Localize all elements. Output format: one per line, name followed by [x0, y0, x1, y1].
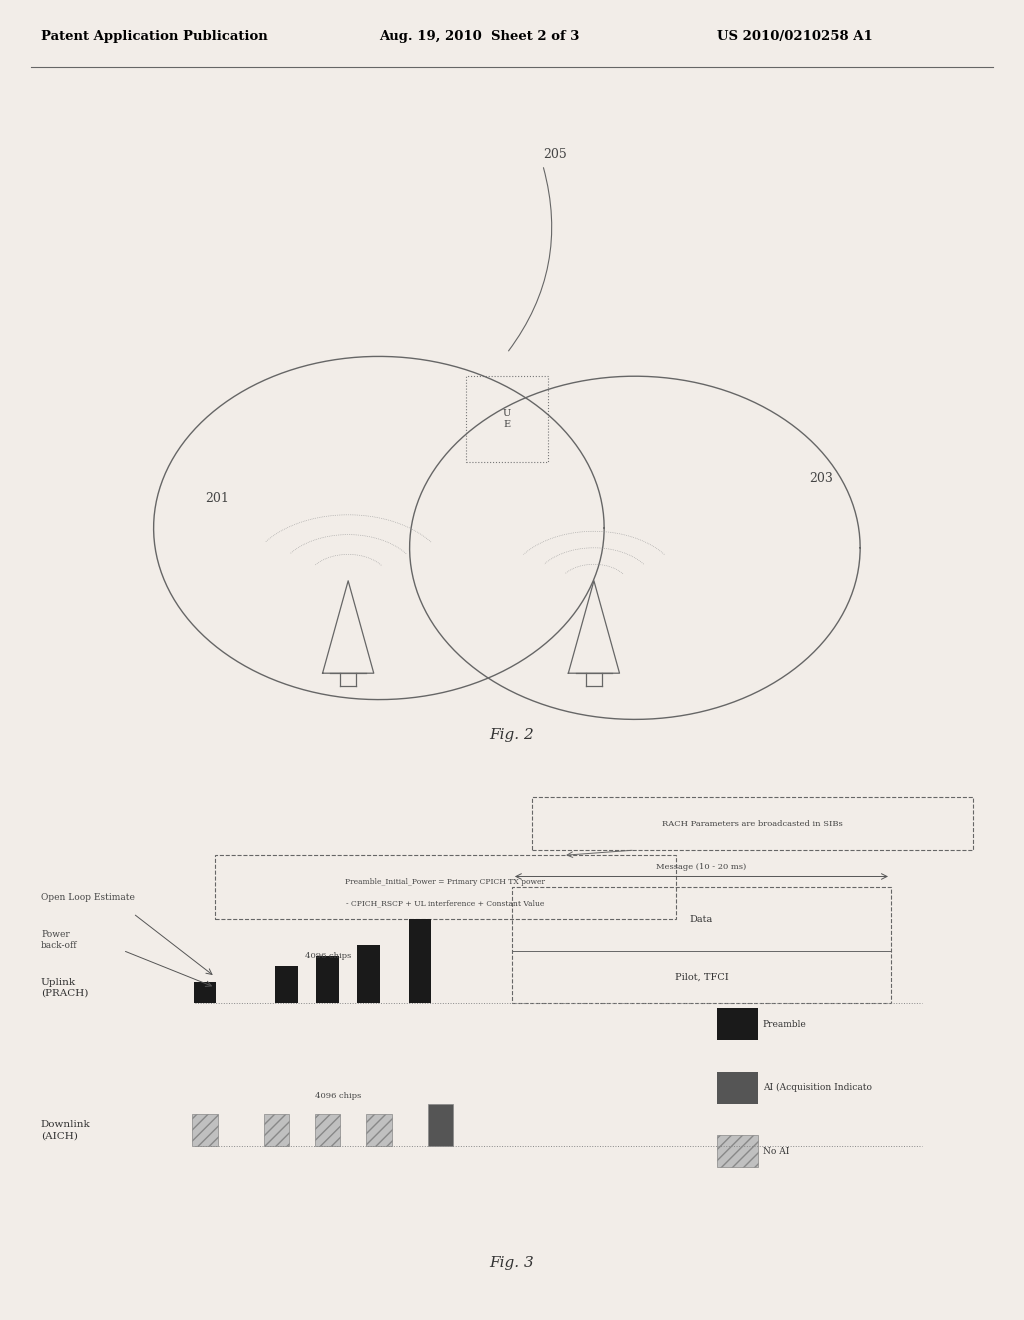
- Text: - CPICH_RSCP + UL interference + Constant Value: - CPICH_RSCP + UL interference + Constan…: [346, 899, 545, 907]
- Text: No AI: No AI: [763, 1147, 790, 1155]
- Text: RACH Parameters are broadcasted in SIBs: RACH Parameters are broadcasted in SIBs: [663, 820, 843, 828]
- Bar: [409, 919, 431, 1003]
- Text: 205: 205: [543, 148, 566, 161]
- Text: Uplink
(PRACH): Uplink (PRACH): [41, 978, 88, 998]
- Text: 4096 chips: 4096 chips: [304, 952, 351, 961]
- Bar: [428, 1104, 453, 1146]
- Text: 201: 201: [205, 491, 228, 504]
- Bar: [316, 956, 339, 1003]
- Bar: [532, 797, 973, 850]
- Bar: [193, 1114, 217, 1146]
- Bar: [367, 1114, 391, 1146]
- Bar: [275, 966, 298, 1003]
- Text: Preamble: Preamble: [763, 1020, 807, 1028]
- Text: Message (10 - 20 ms): Message (10 - 20 ms): [656, 863, 746, 871]
- Bar: [264, 1114, 290, 1146]
- Bar: [357, 945, 380, 1003]
- Bar: [194, 982, 216, 1003]
- Text: Power
back-off: Power back-off: [41, 931, 78, 949]
- Text: Aug. 19, 2010  Sheet 2 of 3: Aug. 19, 2010 Sheet 2 of 3: [379, 30, 580, 42]
- Text: 4096 chips: 4096 chips: [314, 1092, 361, 1101]
- Bar: [215, 855, 676, 919]
- Text: Fig. 2: Fig. 2: [489, 729, 535, 742]
- Text: U
E: U E: [503, 409, 511, 429]
- Text: 203: 203: [809, 471, 833, 484]
- Text: Preamble_Initial_Power = Primary CPICH TX power: Preamble_Initial_Power = Primary CPICH T…: [345, 878, 546, 886]
- Bar: [512, 887, 891, 1003]
- Text: Data: Data: [690, 915, 713, 924]
- Bar: [315, 1114, 340, 1146]
- Text: Pilot, TFCI: Pilot, TFCI: [675, 973, 728, 982]
- Text: Fig. 3: Fig. 3: [489, 1257, 535, 1270]
- Bar: [717, 1008, 758, 1040]
- Text: Patent Application Publication: Patent Application Publication: [41, 30, 267, 42]
- Bar: [717, 1135, 758, 1167]
- Text: US 2010/0210258 A1: US 2010/0210258 A1: [717, 30, 872, 42]
- Text: AI (Acquisition Indicato: AI (Acquisition Indicato: [763, 1084, 871, 1092]
- Text: Downlink
(AICH): Downlink (AICH): [41, 1121, 91, 1140]
- Bar: [717, 1072, 758, 1104]
- Bar: [466, 376, 548, 462]
- Text: Open Loop Estimate: Open Loop Estimate: [41, 894, 135, 902]
